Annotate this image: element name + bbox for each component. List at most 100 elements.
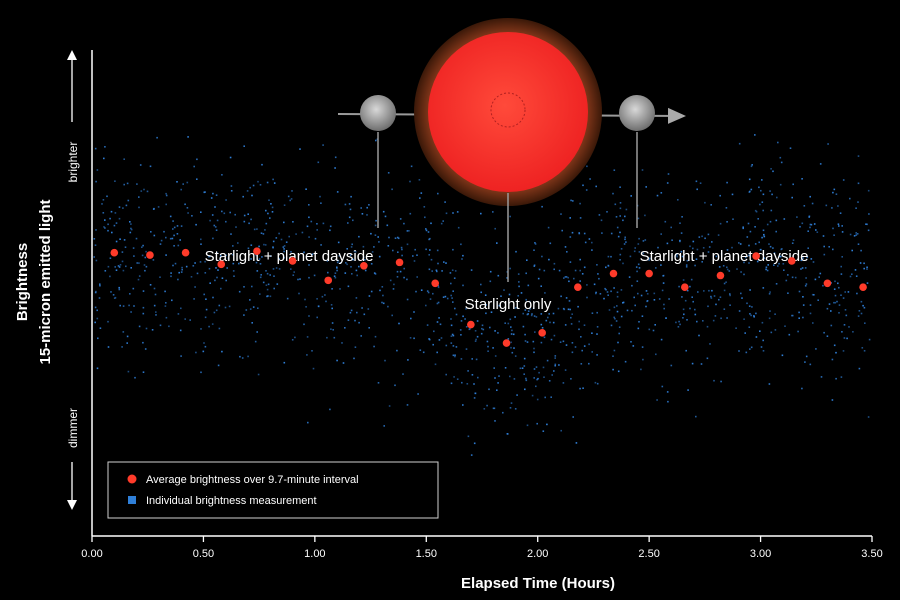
individual-measurement-point	[678, 285, 680, 288]
individual-measurement-point	[138, 262, 140, 264]
individual-measurement-point	[350, 266, 352, 268]
individual-measurement-point	[524, 333, 526, 336]
individual-measurement-point	[474, 340, 477, 342]
individual-measurement-point	[579, 258, 581, 261]
individual-measurement-point	[744, 256, 747, 259]
individual-measurement-point	[595, 185, 597, 188]
individual-measurement-point	[749, 313, 751, 315]
individual-measurement-point	[308, 204, 310, 206]
planet-left-icon	[360, 95, 396, 131]
individual-measurement-point	[211, 323, 214, 325]
individual-measurement-point	[115, 269, 118, 271]
individual-measurement-point	[434, 363, 437, 366]
individual-measurement-point	[768, 317, 771, 320]
individual-measurement-point	[516, 394, 518, 396]
individual-measurement-point	[678, 320, 680, 323]
individual-measurement-point	[228, 305, 231, 308]
x-tick-label: 1.50	[416, 548, 437, 560]
legend-box	[107, 461, 439, 519]
individual-measurement-point	[759, 330, 761, 332]
individual-measurement-point	[272, 178, 274, 181]
individual-measurement-point	[582, 184, 584, 187]
individual-measurement-point	[181, 268, 183, 271]
individual-measurement-point	[256, 270, 259, 272]
individual-measurement-point	[740, 292, 742, 295]
individual-measurement-point	[190, 276, 193, 278]
individual-measurement-point	[361, 213, 364, 215]
individual-measurement-point	[460, 243, 462, 246]
individual-measurement-point	[214, 226, 217, 228]
individual-measurement-point	[847, 291, 850, 293]
individual-measurement-point	[370, 263, 373, 265]
individual-measurement-point	[319, 195, 321, 198]
individual-measurement-point	[564, 246, 567, 248]
individual-measurement-point	[276, 283, 279, 285]
individual-measurement-point	[755, 210, 758, 213]
individual-measurement-point	[409, 180, 411, 183]
individual-measurement-point	[578, 320, 580, 323]
individual-measurement-point	[264, 229, 266, 231]
individual-measurement-point	[291, 339, 294, 341]
individual-measurement-point	[428, 268, 431, 271]
individual-measurement-point	[762, 287, 765, 289]
individual-measurement-point	[269, 274, 271, 276]
individual-measurement-point	[755, 312, 757, 315]
individual-measurement-point	[303, 323, 305, 326]
individual-measurement-point	[104, 219, 106, 221]
individual-measurement-point	[203, 293, 205, 296]
individual-measurement-point	[414, 248, 416, 251]
individual-measurement-point	[618, 332, 620, 335]
individual-measurement-point	[418, 179, 421, 181]
individual-measurement-point	[610, 290, 612, 293]
individual-measurement-point	[667, 173, 670, 175]
individual-measurement-point	[509, 375, 511, 378]
individual-measurement-point	[561, 229, 563, 232]
individual-measurement-point	[269, 295, 272, 298]
individual-measurement-point	[409, 212, 412, 215]
individual-measurement-point	[121, 346, 123, 348]
individual-measurement-point	[558, 364, 560, 366]
individual-measurement-point	[289, 199, 291, 202]
individual-measurement-point	[265, 284, 268, 286]
individual-measurement-point	[196, 272, 199, 275]
average-brightness-point	[752, 252, 760, 260]
individual-measurement-point	[553, 262, 556, 265]
average-brightness-point	[395, 258, 404, 267]
individual-measurement-point	[269, 217, 271, 219]
individual-measurement-point	[825, 204, 828, 207]
individual-measurement-point	[149, 284, 152, 286]
individual-measurement-point	[518, 281, 520, 283]
individual-measurement-point	[723, 282, 726, 285]
individual-measurement-point	[514, 355, 517, 357]
individual-measurement-point	[868, 338, 871, 341]
individual-measurement-point	[570, 199, 572, 202]
individual-measurement-point	[792, 239, 795, 241]
individual-measurement-point	[800, 268, 802, 270]
individual-measurement-point	[261, 163, 263, 166]
individual-measurement-point	[469, 328, 471, 330]
individual-measurement-point	[510, 326, 512, 328]
individual-measurement-point	[642, 240, 645, 242]
individual-measurement-point	[159, 276, 161, 278]
individual-measurement-point	[591, 241, 593, 244]
individual-measurement-point	[596, 354, 598, 356]
individual-measurement-point	[633, 296, 635, 299]
individual-measurement-point	[544, 396, 546, 399]
average-brightness-point	[681, 283, 689, 291]
individual-measurement-point	[642, 252, 645, 255]
individual-measurement-point	[415, 290, 417, 293]
individual-measurement-point	[290, 268, 292, 270]
individual-measurement-point	[494, 355, 497, 357]
individual-measurement-point	[349, 311, 352, 314]
individual-measurement-point	[452, 290, 454, 292]
individual-measurement-point	[619, 259, 621, 261]
individual-measurement-point	[306, 336, 309, 338]
individual-measurement-point	[534, 331, 536, 333]
individual-measurement-point	[670, 226, 672, 229]
individual-measurement-point	[714, 315, 717, 317]
individual-measurement-point	[260, 232, 263, 234]
individual-measurement-point	[527, 310, 530, 312]
individual-measurement-point	[416, 254, 418, 256]
individual-measurement-point	[212, 192, 214, 195]
individual-measurement-point	[142, 244, 144, 247]
